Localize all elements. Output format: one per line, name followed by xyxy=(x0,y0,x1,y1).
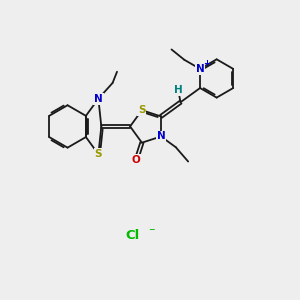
Text: +: + xyxy=(203,59,210,68)
Text: S: S xyxy=(138,105,146,115)
Text: Cl: Cl xyxy=(125,229,140,242)
Text: N: N xyxy=(196,64,204,74)
Text: O: O xyxy=(132,155,141,165)
Text: ⁻: ⁻ xyxy=(148,226,155,239)
Text: N: N xyxy=(94,94,103,104)
Text: S: S xyxy=(94,149,102,159)
Text: H: H xyxy=(174,85,182,95)
Text: N: N xyxy=(157,131,165,142)
